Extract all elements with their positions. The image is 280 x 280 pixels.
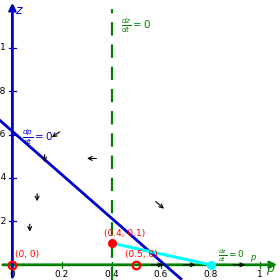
Text: (0.4, 0.1): (0.4, 0.1) [104,229,145,238]
Text: 0: 0 [10,270,15,279]
Text: 0.2: 0.2 [55,270,69,279]
Text: 0.4: 0.4 [0,174,6,183]
Text: 1: 1 [1,43,6,52]
Text: 0.8: 0.8 [0,87,6,96]
Text: 0: 0 [104,270,110,279]
Text: 0.6: 0.6 [0,130,6,139]
Text: 0.2: 0.2 [0,217,6,226]
Text: p: p [250,253,256,262]
Text: (0, 0): (0, 0) [15,250,39,259]
Text: p: p [266,262,274,275]
Text: $\frac{dp}{dt}=0$: $\frac{dp}{dt}=0$ [22,127,53,147]
Text: $\frac{dz}{dt}=0$: $\frac{dz}{dt}=0$ [122,17,152,35]
Text: 1: 1 [257,270,263,279]
Text: $\frac{dz}{dt}=0$: $\frac{dz}{dt}=0$ [218,247,245,264]
Text: 0.8: 0.8 [204,270,218,279]
Text: (0.5, 0): (0.5, 0) [125,250,158,259]
Text: 4: 4 [113,270,118,279]
Text: 0.6: 0.6 [154,270,168,279]
Text: z: z [15,4,22,17]
